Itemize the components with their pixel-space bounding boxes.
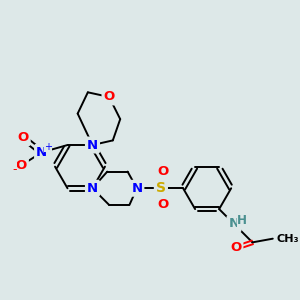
Text: H: H (237, 214, 247, 227)
Text: N: N (228, 218, 239, 230)
Text: N: N (87, 139, 98, 152)
Text: O: O (16, 159, 27, 172)
Text: O: O (230, 242, 242, 254)
Text: CH₃: CH₃ (277, 234, 299, 244)
Text: S: S (156, 181, 166, 195)
Text: +: + (44, 142, 52, 152)
Text: N: N (87, 182, 98, 195)
Text: O: O (17, 131, 29, 144)
Text: O: O (157, 198, 168, 212)
Text: N: N (131, 182, 142, 195)
Text: O: O (103, 90, 115, 104)
Text: N: N (36, 146, 47, 159)
Text: -: - (13, 163, 17, 176)
Text: O: O (157, 165, 168, 178)
